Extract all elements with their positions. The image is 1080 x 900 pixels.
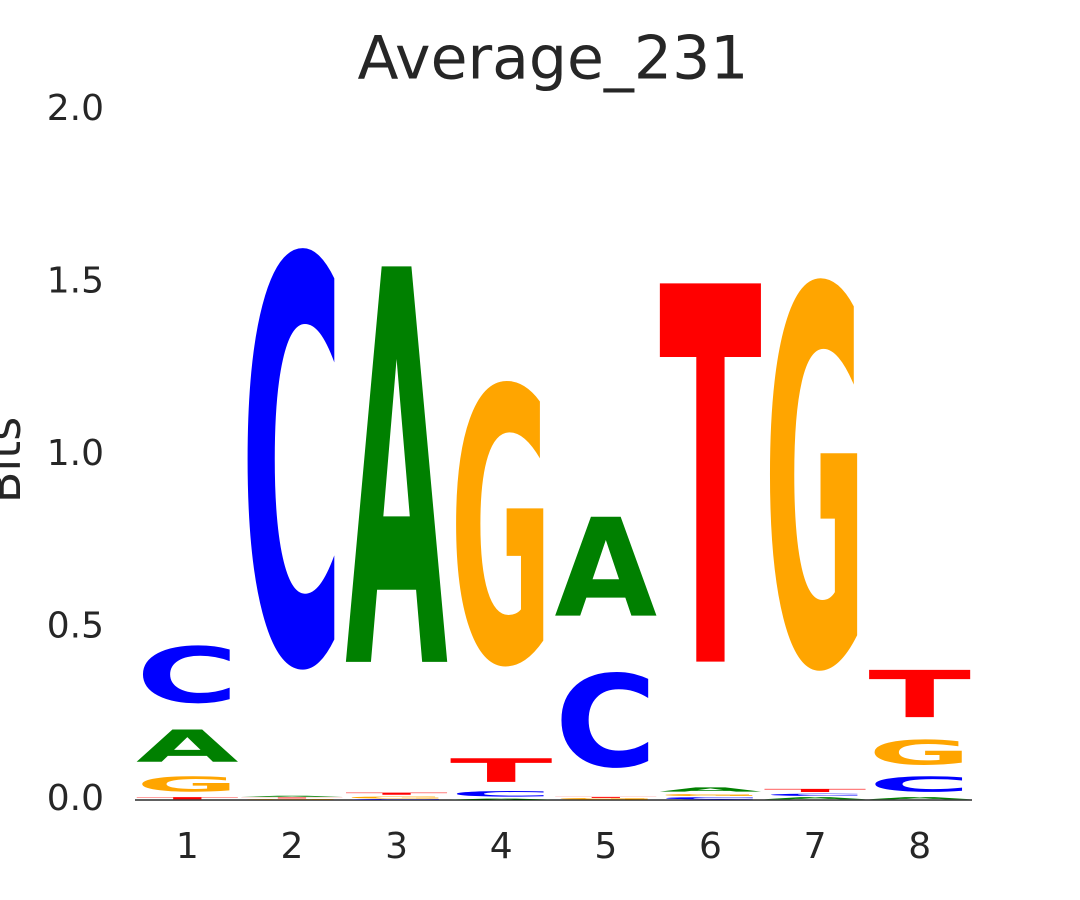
- y-tick-label: 2.0: [47, 88, 104, 129]
- logo-letter: C: [764, 793, 867, 796]
- logo-letter: C: [659, 797, 762, 800]
- y-axis-label: Bits: [0, 417, 31, 503]
- logo-letter: G: [450, 312, 553, 751]
- logo-letter: A: [764, 797, 867, 800]
- y-tick-label: 0.5: [47, 606, 104, 647]
- y-tick-label: 1.0: [47, 433, 104, 474]
- x-tick-label: 6: [699, 826, 722, 867]
- logo-letter: T: [241, 797, 344, 798]
- logo-letter: G: [345, 796, 448, 799]
- logo-letter: T: [555, 797, 658, 799]
- logo-letter: T: [659, 181, 762, 785]
- x-tick-label: 2: [280, 826, 303, 867]
- logo-letter: G: [555, 798, 658, 800]
- logo-letter: T: [764, 788, 867, 793]
- y-tick-label: 0.0: [47, 778, 104, 819]
- logo-letter: G: [241, 799, 344, 800]
- logo-letter: T: [868, 657, 971, 733]
- x-tick-label: 4: [490, 826, 513, 867]
- logo-letter: C: [136, 631, 239, 721]
- logo-letter: A: [659, 786, 762, 793]
- chart-title: Average_231: [358, 24, 749, 94]
- logo-letter: C: [868, 772, 971, 796]
- x-tick-label: 8: [908, 826, 931, 867]
- logo-letter: G: [868, 733, 971, 773]
- logo-letter: A: [241, 796, 344, 798]
- logo-letter: C: [555, 649, 658, 796]
- logo-letter: A: [450, 798, 553, 800]
- logo-letter: A: [136, 721, 239, 772]
- logo-letter: T: [136, 797, 239, 800]
- logo-letter: T: [450, 752, 553, 790]
- logo-letter: C: [450, 790, 553, 799]
- logo-letter: C: [241, 145, 344, 794]
- y-tick-label: 1.5: [47, 261, 104, 302]
- logo-letter: A: [555, 490, 658, 648]
- logo-letter: T: [345, 792, 448, 795]
- x-tick-label: 5: [594, 826, 617, 867]
- x-tick-label: 3: [385, 826, 408, 867]
- x-tick-label: 1: [176, 826, 199, 867]
- logo-letter: G: [764, 184, 867, 788]
- x-tick-label: 7: [804, 826, 827, 867]
- logo-letter: A: [345, 159, 449, 791]
- logo-letter: G: [136, 773, 239, 797]
- logo-letter: A: [868, 797, 971, 800]
- logo-letter: C: [345, 799, 448, 800]
- logo-letter: G: [659, 793, 762, 796]
